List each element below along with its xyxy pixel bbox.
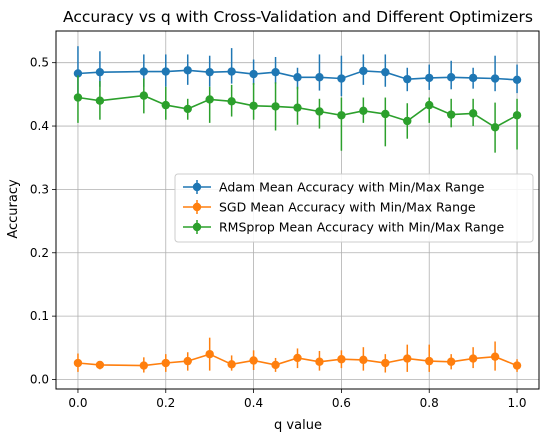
series-2 xyxy=(73,75,522,153)
data-point xyxy=(446,357,456,366)
data-point xyxy=(161,358,170,368)
data-point xyxy=(161,100,170,110)
plot-series xyxy=(73,46,522,373)
data-point xyxy=(293,73,302,82)
data-point xyxy=(512,75,522,84)
x-tick-label: 0.6 xyxy=(332,396,351,410)
data-point xyxy=(337,111,346,120)
y-tick-label: 0.5 xyxy=(30,56,49,70)
x-tick-label: 0.8 xyxy=(420,396,439,410)
legend-marker xyxy=(192,182,202,192)
x-tick-label: 0.0 xyxy=(68,396,87,410)
data-point xyxy=(315,73,324,82)
data-point xyxy=(359,355,368,365)
data-point xyxy=(293,353,302,363)
data-point xyxy=(490,123,500,132)
data-point xyxy=(337,74,346,83)
x-tick-label: 1.0 xyxy=(507,396,526,410)
data-point xyxy=(183,356,192,366)
data-point xyxy=(425,100,434,110)
y-tick-label: 0.0 xyxy=(30,372,49,386)
data-point xyxy=(512,361,522,370)
data-point xyxy=(293,103,302,112)
data-point xyxy=(271,360,280,370)
data-point xyxy=(425,73,434,83)
data-point xyxy=(381,358,390,368)
data-point xyxy=(403,116,412,126)
data-point xyxy=(271,67,280,77)
data-point xyxy=(271,102,280,111)
data-point xyxy=(337,355,346,364)
data-point xyxy=(183,66,192,75)
data-point xyxy=(249,356,258,365)
data-point xyxy=(73,69,83,78)
data-point xyxy=(403,74,412,84)
data-point xyxy=(95,67,105,77)
legend-marker xyxy=(192,202,202,212)
data-point xyxy=(139,91,149,100)
y-axis-ticks: 0.0 0.1 0.2 0.3 0.4 0.5 xyxy=(30,56,56,386)
x-axis-title: q value xyxy=(274,418,322,433)
data-point xyxy=(490,352,500,361)
series-1 xyxy=(73,337,522,373)
data-point xyxy=(95,96,105,105)
data-point xyxy=(205,95,214,104)
data-point xyxy=(468,73,478,83)
data-point xyxy=(381,67,390,77)
data-point xyxy=(249,101,258,110)
y-tick-label: 0.2 xyxy=(30,246,49,260)
legend-label: RMSprop Mean Accuracy with Min/Max Range xyxy=(219,220,504,235)
data-point xyxy=(73,93,83,102)
data-point xyxy=(315,107,324,116)
x-axis-ticks: 0.0 0.2 0.4 0.6 0.8 1.0 xyxy=(68,389,527,410)
chart-title: Accuracy vs q with Cross-Validation and … xyxy=(63,8,533,26)
data-point xyxy=(490,74,500,83)
data-point xyxy=(446,73,456,82)
data-point xyxy=(425,356,434,366)
data-point xyxy=(468,109,478,118)
y-tick-label: 0.3 xyxy=(30,182,49,196)
data-point xyxy=(183,104,192,114)
legend-box xyxy=(174,173,534,243)
legend-marker xyxy=(192,222,202,232)
data-point xyxy=(73,358,83,368)
series-0 xyxy=(73,46,522,98)
data-point xyxy=(227,67,236,76)
data-point xyxy=(359,106,368,116)
legend: Adam Mean Accuracy with Min/Max Range SGD… xyxy=(174,173,534,243)
data-point xyxy=(95,360,105,370)
data-point xyxy=(205,67,214,77)
legend-label: Adam Mean Accuracy with Min/Max Range xyxy=(219,180,485,195)
x-tick-label: 0.2 xyxy=(156,396,175,410)
data-point xyxy=(468,354,478,363)
y-axis-title: Accuracy xyxy=(6,179,21,239)
data-point xyxy=(381,109,390,119)
data-point xyxy=(227,97,236,106)
data-point xyxy=(205,349,214,359)
y-tick-label: 0.4 xyxy=(30,119,49,133)
data-point xyxy=(512,111,522,120)
data-point xyxy=(359,66,368,76)
data-point xyxy=(315,357,324,366)
y-tick-label: 0.1 xyxy=(30,309,49,323)
plot-frame xyxy=(55,30,540,390)
legend-label: SGD Mean Accuracy with Min/Max Range xyxy=(219,200,476,215)
data-point xyxy=(446,110,456,119)
data-point xyxy=(139,67,149,76)
data-point xyxy=(227,360,236,369)
data-point xyxy=(403,354,412,363)
data-point xyxy=(139,361,149,370)
x-tick-label: 0.4 xyxy=(244,396,263,410)
data-point xyxy=(249,69,258,79)
data-point xyxy=(161,67,170,76)
